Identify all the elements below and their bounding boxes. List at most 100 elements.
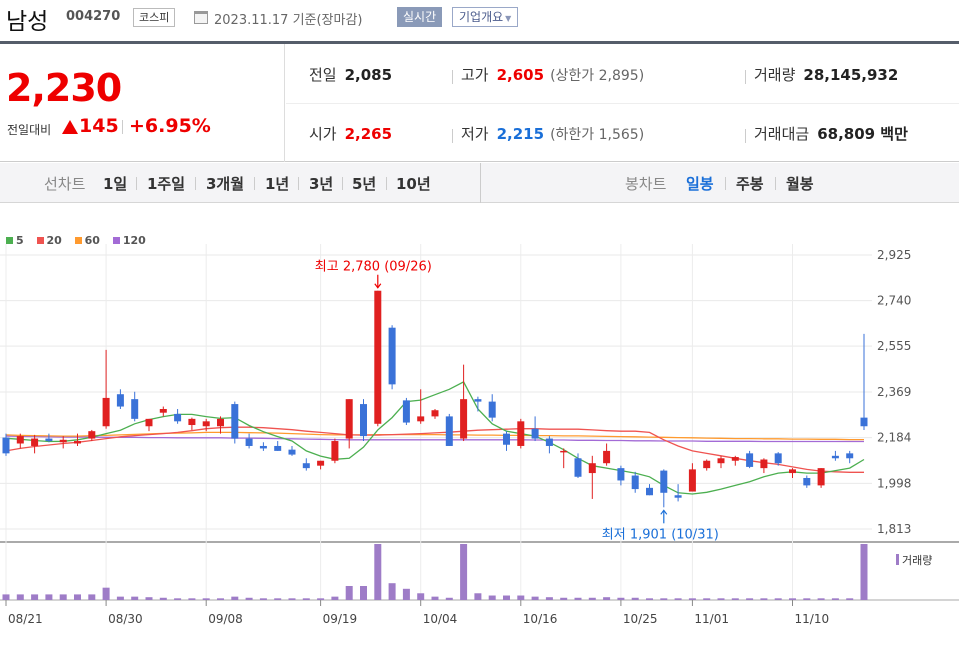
candle-body: [574, 458, 582, 477]
volume-bar: [159, 597, 167, 600]
candle-body: [431, 410, 439, 417]
candle-body: [603, 450, 611, 464]
legend-ma20-label: 20: [46, 234, 62, 247]
period-weekly-candle[interactable]: 주봉: [736, 175, 764, 193]
candle-body: [374, 290, 382, 424]
divider: [136, 177, 137, 190]
legend-ma120-label: 120: [122, 234, 146, 247]
lower-limit: (하한가 1,565): [550, 127, 645, 143]
divider: [386, 177, 387, 190]
line-chart-label: 선차트: [44, 175, 86, 193]
volume-bar: [388, 583, 396, 600]
period-monthly-candle[interactable]: 월봉: [786, 175, 814, 193]
candle-body: [545, 438, 553, 446]
stat-low-value: 2,215: [496, 125, 545, 143]
divider: [342, 177, 343, 190]
company-overview-button[interactable]: 기업개요 ▼: [452, 7, 519, 27]
volume-bar: [331, 596, 339, 600]
candle-body: [674, 495, 682, 498]
stat-prev-label: 전일: [309, 66, 337, 84]
volume-bar: [588, 597, 596, 600]
chart-canvas[interactable]: 2,925 2,740 2,555 2,369 2,184 1,998 1,813 08/21…: [0, 204, 959, 651]
period-1d[interactable]: 1일: [103, 175, 128, 193]
legend-ma60: 60: [74, 234, 100, 247]
volume-bar: [717, 598, 725, 600]
stat-low-label: 저가: [461, 125, 489, 143]
candle-body: [202, 421, 210, 427]
candle-body: [588, 463, 596, 474]
period-5y[interactable]: 5년: [352, 175, 377, 193]
period-1y[interactable]: 1년: [265, 175, 290, 193]
candle-body: [631, 475, 639, 490]
period-3y[interactable]: 3년: [309, 175, 334, 193]
x-tick-label: 11/01: [694, 612, 729, 626]
divider: [254, 177, 255, 190]
dropdown-caret-icon: ▼: [505, 14, 512, 23]
volume-bar: [116, 596, 124, 600]
y-tick-label: 2,740: [877, 294, 911, 308]
volume-bar: [345, 586, 353, 600]
period-10y[interactable]: 10년: [396, 175, 431, 193]
period-daily-candle[interactable]: 일봉: [686, 175, 714, 193]
legend-swatch: [74, 237, 82, 244]
candle-body: [59, 439, 67, 443]
stat-open-value: 2,265: [344, 125, 393, 143]
divider: [775, 177, 776, 190]
x-tick-label: 09/19: [323, 612, 358, 626]
volume-bar: [431, 596, 439, 600]
candle-body: [159, 409, 167, 413]
legend-swatch: [36, 237, 44, 244]
x-tick-label: 10/25: [623, 612, 658, 626]
volume-bar: [174, 598, 182, 600]
candle-body: [402, 400, 410, 423]
candle-body: [360, 404, 367, 437]
stat-high: 고가 2,605 (상한가 2,895): [461, 64, 644, 85]
low-annotation: 최저 1,901 (10/31): [602, 527, 719, 542]
x-tick-label: 09/08: [208, 612, 243, 626]
candle-body: [317, 460, 325, 466]
period-3m[interactable]: 3개월: [206, 175, 245, 193]
volume-legend-label: 거래량: [902, 554, 932, 567]
volume-bar: [617, 597, 625, 600]
divider: [286, 103, 959, 104]
period-1w[interactable]: 1주일: [147, 175, 186, 193]
low-arrow-head: [660, 509, 668, 515]
stat-high-value: 2,605: [496, 66, 545, 84]
volume-bar: [2, 594, 10, 600]
volume-bar: [274, 598, 282, 600]
volume-bar: [817, 598, 825, 600]
candle-body: [474, 399, 482, 402]
volume-bar: [59, 594, 67, 600]
volume-bar: [74, 594, 81, 600]
stock-name: 남성: [6, 9, 49, 35]
volume-bar: [574, 597, 582, 600]
y-tick-label: 2,369: [877, 385, 911, 399]
stat-volume-value: 28,145,932: [803, 66, 899, 84]
candle-body: [488, 401, 496, 418]
market-badge: 코스피: [133, 8, 176, 27]
y-tick-label: 2,184: [877, 431, 911, 445]
date-info: 2023.11.17 기준(장마감): [214, 13, 363, 28]
volume-bar: [688, 598, 696, 600]
ma120-line: [5, 435, 864, 443]
candle-body: [245, 438, 253, 446]
divider: [725, 177, 726, 190]
candle-body: [388, 327, 396, 385]
legend-ma60-label: 60: [84, 234, 100, 247]
volume-bar: [288, 598, 296, 600]
volume-bar: [631, 597, 639, 600]
candle-body: [831, 455, 839, 459]
realtime-button[interactable]: 실시간: [397, 7, 443, 27]
ma60-line: [5, 431, 864, 441]
candle-body: [445, 416, 453, 446]
up-triangle-icon: [62, 120, 78, 134]
candle-body: [703, 460, 711, 469]
volume-bar: [746, 598, 754, 600]
y-tick-label: 2,555: [877, 339, 911, 353]
legend-ma120: 120: [112, 234, 146, 247]
volume-bar: [445, 597, 453, 600]
candle-body: [102, 397, 110, 427]
volume-bar: [88, 594, 96, 600]
candle-body: [817, 468, 825, 486]
chart-legend: 5 20 60 120: [6, 234, 155, 247]
